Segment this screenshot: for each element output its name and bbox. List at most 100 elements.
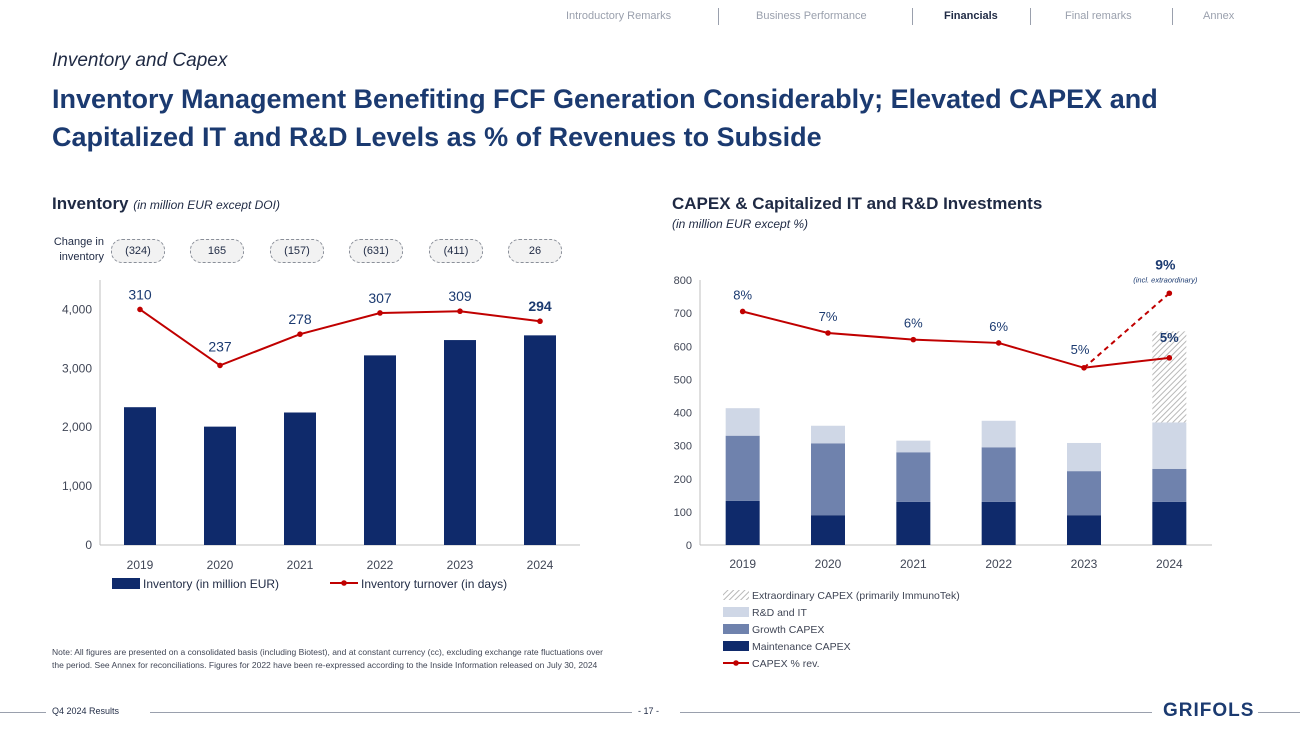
legend-swatch-inventory xyxy=(112,578,140,589)
change-pill: (157) xyxy=(270,239,324,263)
growth-capex-bar xyxy=(1152,468,1187,502)
legend-rd-it-swatch xyxy=(723,607,749,617)
footer-report-name: Q4 2024 Results xyxy=(52,706,120,716)
capex-section-title: CAPEX & Capitalized IT and R&D Investmen… xyxy=(672,194,1043,213)
capex-pct-point xyxy=(910,336,917,343)
x-tick-label: 2020 xyxy=(207,558,234,572)
inventory-bar xyxy=(444,340,476,545)
rd-it-bar xyxy=(896,440,931,453)
growth-capex-bar xyxy=(981,447,1016,502)
inventory-title-text: Inventory xyxy=(52,194,129,213)
capex-pct-extraordinary-label: 9% xyxy=(1155,256,1176,272)
turnover-point xyxy=(377,310,383,316)
y-tick-label: 800 xyxy=(674,275,692,287)
maintenance-capex-bar xyxy=(1067,515,1101,545)
maintenance-capex-bar xyxy=(811,515,845,545)
inventory-section-title: Inventory (in million EUR except DOI) xyxy=(52,194,280,214)
rd-it-bar xyxy=(725,408,760,436)
change-pill: (411) xyxy=(429,239,483,263)
turnover-point xyxy=(537,318,543,325)
growth-capex-bar xyxy=(896,452,931,502)
rd-it-bar xyxy=(811,425,845,444)
capex-pct-extraordinary-note: (incl. extraordinary) xyxy=(1133,275,1198,284)
turnover-line xyxy=(139,308,541,367)
inventory-bar xyxy=(124,407,156,545)
page-subtitle: Inventory and Capex xyxy=(52,50,228,71)
turnover-data-label: 237 xyxy=(208,338,232,354)
y-tick-label: 700 xyxy=(674,308,692,320)
y-tick-label: 100 xyxy=(674,507,692,519)
capex-pct-point xyxy=(825,330,831,336)
nav-business-performance[interactable]: Business Performance xyxy=(756,10,867,22)
capex-pct-data-label: 8% xyxy=(733,287,752,302)
x-tick-label: 2021 xyxy=(900,557,927,571)
y-tick-label: 3,000 xyxy=(62,361,92,375)
inventory-bar xyxy=(364,355,396,545)
y-tick-label: 300 xyxy=(674,441,692,453)
inventory-chart: 0 1,000 2,000 3,000 4,000 2019 2020 2021 2022 202… xyxy=(62,280,580,591)
legend-growth-swatch xyxy=(723,624,749,634)
x-tick-label: 2022 xyxy=(985,557,1012,571)
growth-capex-bar xyxy=(1067,471,1101,516)
nav-divider xyxy=(912,8,913,25)
y-tick-label: 500 xyxy=(674,374,692,386)
x-tick-label: 2021 xyxy=(287,558,314,572)
legend-extraordinary-label: Extraordinary CAPEX (primarily ImmunoTek… xyxy=(752,590,960,602)
capex-pct-point xyxy=(1081,364,1087,371)
nav-financials[interactable]: Financials xyxy=(944,10,998,22)
y-tick-label: 600 xyxy=(674,341,692,353)
legend-capex-pct-marker xyxy=(733,660,739,666)
inventory-units: (in million EUR except DOI) xyxy=(133,198,280,212)
legend-capex-pct-label: CAPEX % rev. xyxy=(752,658,820,670)
grifols-logo: GRIFOLS xyxy=(1163,700,1255,721)
change-pill: (324) xyxy=(111,239,165,263)
nav-final-remarks[interactable]: Final remarks xyxy=(1065,10,1132,22)
nav-divider xyxy=(718,8,719,25)
extraordinary-capex-bar xyxy=(1152,331,1187,423)
turnover-data-label: 307 xyxy=(368,290,392,306)
legend-maintenance-label: Maintenance CAPEX xyxy=(752,641,851,653)
capex-pct-data-label: 5% xyxy=(1160,330,1179,345)
x-tick-label: 2019 xyxy=(127,558,154,572)
x-tick-label: 2024 xyxy=(1156,557,1183,571)
capex-pct-extraordinary-line xyxy=(1083,292,1170,369)
maintenance-capex-bar xyxy=(1152,501,1187,545)
turnover-point xyxy=(297,331,303,337)
y-tick-label: 0 xyxy=(85,538,92,552)
maintenance-capex-bar xyxy=(896,501,931,545)
turnover-point xyxy=(137,306,143,313)
rd-it-bar xyxy=(1067,442,1101,472)
legend-rd-it-label: R&D and IT xyxy=(752,607,807,619)
change-pill: 26 xyxy=(508,239,562,263)
inventory-bar xyxy=(524,335,556,545)
capex-pct-point xyxy=(1166,355,1173,361)
change-in-inventory-label: Change in inventory xyxy=(53,236,104,263)
nav-introductory-remarks[interactable]: Introductory Remarks xyxy=(566,10,672,22)
capex-pct-data-label: 6% xyxy=(989,319,1008,334)
legend-growth-label: Growth CAPEX xyxy=(752,624,824,636)
legend-maintenance-swatch xyxy=(723,641,749,651)
turnover-data-label: 278 xyxy=(288,311,312,327)
maintenance-capex-bar xyxy=(725,500,760,545)
inventory-bar xyxy=(204,426,236,545)
capex-pct-point xyxy=(739,308,746,315)
capex-pct-data-label: 6% xyxy=(904,316,923,331)
rd-it-bar xyxy=(981,420,1016,448)
change-pill: (631) xyxy=(349,239,403,263)
capex-pct-data-label: 7% xyxy=(819,309,838,324)
x-tick-label: 2019 xyxy=(729,557,756,571)
turnover-point xyxy=(457,308,463,315)
y-tick-label: 200 xyxy=(674,474,692,486)
footnote: Note: All figures are presented on a con… xyxy=(52,647,603,670)
footer-divider xyxy=(150,712,632,713)
legend-extraordinary-swatch xyxy=(723,590,749,600)
capex-chart: 0 100 200 300 400 500 600 700 800 2019 2020 2021 202… xyxy=(674,256,1212,670)
footer-divider xyxy=(1258,712,1300,713)
x-tick-label: 2024 xyxy=(527,558,554,572)
nav-annex[interactable]: Annex xyxy=(1203,10,1235,22)
y-tick-label: 0 xyxy=(686,540,692,552)
capex-pct-data-label: 5% xyxy=(1071,342,1090,357)
growth-capex-bar xyxy=(811,443,845,516)
capex-pct-line xyxy=(742,310,1170,369)
footer-divider xyxy=(680,712,1152,713)
